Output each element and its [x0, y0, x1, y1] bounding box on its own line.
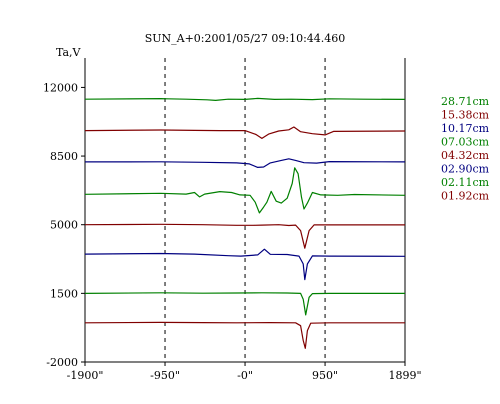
- legend: 28.71cm15.38cm10.17cm07.03cm04.32cm02.90…: [441, 95, 490, 203]
- y-tick-label: 1500: [50, 287, 78, 300]
- legend-item: 02.11cm: [441, 176, 490, 189]
- series-line-02.11cm: [84, 292, 405, 316]
- legend-item: 10.17cm: [441, 122, 490, 135]
- series-line-07.03cm: [84, 167, 406, 214]
- series-line-15.38cm: [84, 126, 406, 139]
- legend-item: 04.32cm: [441, 149, 490, 162]
- x-tick-label: -950": [150, 369, 180, 382]
- reference-lines: [164, 58, 326, 362]
- x-axis-ticks: -1900" -950" -0" 950" 1899": [67, 362, 422, 382]
- series-line-01.92cm: [84, 321, 405, 349]
- legend-item: 01.92cm: [441, 190, 490, 203]
- legend-item: 15.38cm: [441, 109, 490, 122]
- legend-item: 28.71cm: [441, 95, 490, 108]
- y-axis-ticks: 12000 8500 5000 1500 -2000: [43, 81, 85, 369]
- series-line-04.32cm: [84, 223, 405, 249]
- series-line-28.71cm: [84, 97, 406, 102]
- legend-item: 02.90cm: [441, 163, 490, 176]
- y-tick-label: 8500: [50, 150, 78, 163]
- legend-item: 07.03cm: [441, 136, 490, 149]
- x-tick-label: 950": [312, 369, 338, 382]
- x-tick-label: 1899": [388, 369, 421, 382]
- x-tick-label: -0": [237, 369, 253, 382]
- series-line-10.17cm: [84, 158, 406, 168]
- y-axis-label: Ta,V: [56, 46, 82, 59]
- chart-title: SUN_A+0:2001/05/27 09:10:44.460: [145, 32, 346, 45]
- series-line-02.90cm: [84, 248, 406, 281]
- series-lines: [84, 97, 406, 349]
- y-tick-label: 12000: [43, 81, 78, 94]
- x-tick-label: -1900": [67, 369, 104, 382]
- y-tick-label: -2000: [46, 356, 78, 369]
- y-tick-label: 5000: [50, 219, 78, 232]
